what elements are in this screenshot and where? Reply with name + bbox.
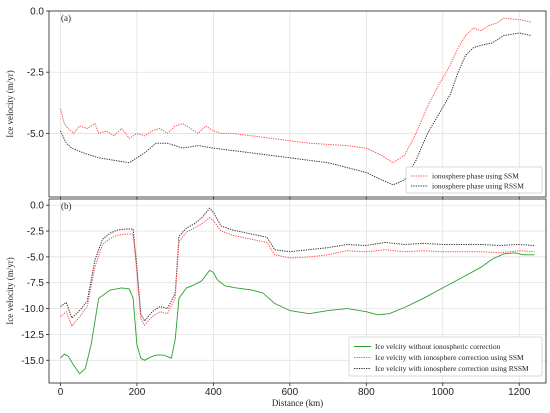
panel-a-series-0 (60, 17, 531, 164)
panel-b-frame (48, 198, 547, 384)
panel-b-legend-box (348, 336, 543, 377)
panel-b-xtick-label: 0 (58, 387, 64, 398)
panel-b-ytick-label: -2.5 (27, 227, 45, 238)
panel-b-legend: Ice velcity without ionospheric correcti… (348, 336, 543, 377)
x-axis-title: Distance (km) (272, 398, 323, 408)
panel-b-series-2 (60, 207, 535, 322)
panel-b-ytick-label: -12.5 (21, 330, 44, 341)
panel-b-xtick-label: 800 (358, 387, 375, 398)
panel-a-legend-box (405, 166, 543, 194)
panel-a: 0.0 -2.5 -5.0 (a) Ice velocity (m/yr) iono… (5, 7, 547, 200)
panel-b-xtick-label: 400 (205, 387, 222, 398)
panel-a-ytick-label: 0.0 (30, 7, 44, 18)
panel-b-ytick-label: -7.5 (27, 278, 45, 289)
panel-a-series-1 (60, 32, 531, 186)
panel-b-ticks: 0.0 -2.5 -5.0 -7.5 -10.0 -12.5 -15.0 0 200 400 600… (21, 201, 531, 398)
panel-b-legend-label-0: Ice velcity without ionospheric correcti… (375, 342, 501, 351)
panel-b-ytick-label: -15.0 (21, 356, 44, 367)
panel-a-series (60, 17, 531, 186)
panel-a-legend-label-1: ionosphere phase using RSSM (432, 182, 524, 191)
panel-a-label: (a) (61, 13, 71, 23)
panel-b-xtick-label: 600 (282, 387, 299, 398)
panel-b-grid (49, 199, 546, 383)
panel-b-legend-label-2: Ice velcity with ionosphere correction u… (375, 364, 529, 373)
panel-a-ytick-label: -2.5 (27, 68, 45, 79)
panel-a-legend-label-0: ionosphere phase using SSM (432, 172, 519, 181)
panel-b-ytick-label: -5.0 (27, 252, 45, 263)
panel-a-ytick-label: -5.0 (27, 129, 45, 140)
panel-b-label: (b) (61, 201, 72, 211)
panel-b-xtick-label: 1000 (432, 387, 455, 398)
panel-a-y-axis-title: Ice velocity (m/yr) (5, 70, 15, 137)
panel-b-series-0 (60, 252, 535, 375)
panel-a-grid (49, 10, 546, 197)
panel-b-xtick-label: 1200 (508, 387, 531, 398)
panel-b-legend-label-1: Ice velcity with ionosphere correction u… (375, 353, 524, 362)
panel-a-frame (48, 10, 547, 198)
panel-b-ytick-label: -10.0 (21, 304, 44, 315)
panel-b-y-axis-title: Ice velocity (m/yr) (5, 257, 15, 324)
panel-b: 0.0 -2.5 -5.0 -7.5 -10.0 -12.5 -15.0 0 200 400 600… (5, 198, 547, 408)
panel-b-series (60, 207, 535, 375)
panel-b-ytick-label: 0.0 (30, 201, 44, 212)
panel-b-xtick-label: 200 (129, 387, 146, 398)
panel-b-series-1 (60, 216, 535, 328)
